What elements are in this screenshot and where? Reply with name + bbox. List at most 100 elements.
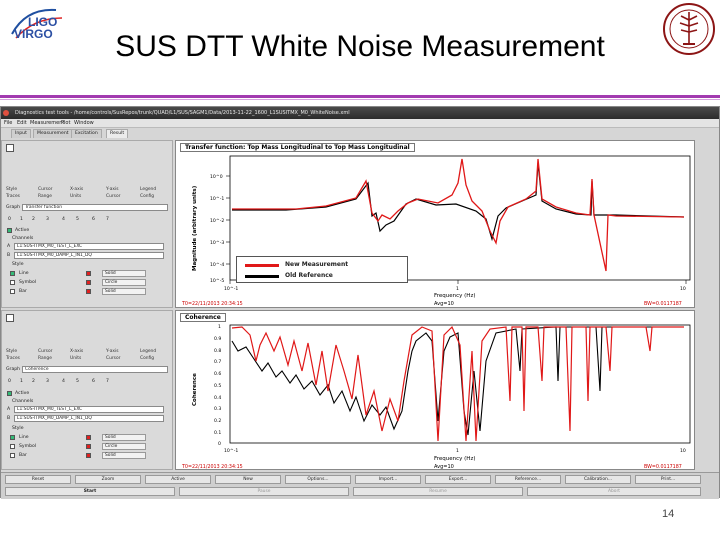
pause-button[interactable]: Pause [179, 487, 349, 496]
active-checkbox[interactable] [7, 228, 12, 233]
trace-num-b-4[interactable]: 4 [62, 379, 65, 384]
coherence-plot[interactable]: Coherence 1 0.9 0.8 0.7 0.6 0.5 0.4 0.3 … [175, 310, 695, 470]
slide-title: SUS DTT White Noise Measurement [115, 30, 605, 63]
channel-a-select[interactable]: L1:SUS-ITMX_M0_TEST_L_EXC [14, 243, 164, 250]
line-color-swatch[interactable] [86, 271, 91, 276]
hdr-cursor[interactable]: Cursor [38, 187, 53, 192]
trace-num-b-0[interactable]: 0 [8, 379, 11, 384]
trace-num-6[interactable]: 6 [92, 217, 95, 222]
menu-edit[interactable]: Edit [17, 120, 27, 126]
trace-num-3[interactable]: 3 [46, 217, 49, 222]
bot-ytick-5: 0.5 [214, 383, 221, 389]
menu-window[interactable]: Window [74, 120, 94, 126]
hdr-xaxis[interactable]: X-axis [70, 187, 84, 192]
tab-result[interactable]: Result [106, 129, 129, 138]
panel-top-toggle[interactable] [6, 144, 14, 152]
channel-b-select-b[interactable]: L1:SUS-ITMX_M0_DAMP_L_IN1_DQ [14, 415, 164, 422]
channel-b-select[interactable]: L1:SUS-ITMX_M0_DAMP_L_IN1_DQ [14, 252, 164, 259]
bot-xtick-0: 10^-1 [224, 448, 238, 454]
trace-num-5[interactable]: 5 [76, 217, 79, 222]
hdr-legend-b[interactable]: Legend [140, 349, 157, 354]
line-checkbox-b[interactable] [10, 435, 15, 440]
symbol-color-swatch[interactable] [86, 280, 91, 285]
abort-button[interactable]: Abort [527, 487, 701, 496]
bar-style-select-b[interactable]: Solid [102, 452, 146, 459]
line-color-swatch-b[interactable] [86, 435, 91, 440]
hdr-style[interactable]: Style [6, 187, 18, 192]
legend-new-swatch [245, 264, 279, 267]
bar-style-select[interactable]: Solid [102, 288, 146, 295]
hdr-cursor2[interactable]: Cursor [106, 194, 121, 199]
bot-xtick-2: 10 [680, 448, 686, 454]
top-ytick-0: 10^0 [210, 174, 223, 180]
trace-num-b-3[interactable]: 3 [46, 379, 49, 384]
options-panel-bottom: Style Cursor X-axis Y-axis Legend Traces… [1, 310, 173, 470]
export-button[interactable]: Export... [425, 475, 491, 484]
symbol-style-select[interactable]: Circle [102, 279, 146, 286]
print-button[interactable]: Print... [635, 475, 701, 484]
active-button[interactable]: Active [145, 475, 211, 484]
hdr-config-b[interactable]: Config [140, 356, 155, 361]
bar-checkbox[interactable] [10, 289, 15, 294]
symbol-checkbox[interactable] [10, 280, 15, 285]
trace-num-b-7[interactable]: 7 [106, 379, 109, 384]
menu-measurement[interactable]: Measurement [30, 120, 65, 126]
panel-bottom-toggle[interactable] [6, 314, 14, 322]
tab-excitation[interactable]: Excitation [71, 129, 102, 138]
symbol-style-select-b[interactable]: Circle [102, 443, 146, 450]
menu-file[interactable]: File [4, 120, 13, 126]
line-style-select-b[interactable]: Solid [102, 434, 146, 441]
hdr-legend[interactable]: Legend [140, 187, 157, 192]
tab-input[interactable]: Input [11, 129, 31, 138]
trace-num-1[interactable]: 1 [20, 217, 23, 222]
reset-button[interactable]: Reset [5, 475, 71, 484]
style-symbol: Symbol [19, 280, 37, 285]
bar-color-swatch-b[interactable] [86, 453, 91, 458]
reference-button[interactable]: Reference... [495, 475, 561, 484]
graph-type-select[interactable]: Transfer function [22, 204, 168, 211]
hdr-units-b[interactable]: Units [70, 356, 82, 361]
hdr-traces-b[interactable]: Traces [6, 356, 20, 361]
new-button[interactable]: New [215, 475, 281, 484]
graph-type-select-b[interactable]: Coherence [22, 366, 168, 373]
close-window-icon[interactable] [3, 110, 9, 116]
hdr-units[interactable]: Units [70, 194, 82, 199]
line-style-select[interactable]: Solid [102, 270, 146, 277]
trace-num-b-1[interactable]: 1 [20, 379, 23, 384]
symbol-color-swatch-b[interactable] [86, 444, 91, 449]
start-button[interactable]: Start [5, 487, 175, 496]
hdr-traces[interactable]: Traces [6, 194, 20, 199]
tab-measurement[interactable]: Measurement [33, 129, 73, 138]
trace-num-0[interactable]: 0 [8, 217, 11, 222]
trace-num-b-6[interactable]: 6 [92, 379, 95, 384]
trace-num-b-5[interactable]: 5 [76, 379, 79, 384]
bot-ytick-10: 0 [218, 441, 221, 447]
bar-color-swatch[interactable] [86, 289, 91, 294]
zoom-button[interactable]: Zoom [75, 475, 141, 484]
line-checkbox[interactable] [10, 271, 15, 276]
symbol-checkbox-b[interactable] [10, 444, 15, 449]
bar-checkbox-b[interactable] [10, 453, 15, 458]
trace-num-2[interactable]: 2 [32, 217, 35, 222]
calibration-button[interactable]: Calibration... [565, 475, 631, 484]
hdr-range[interactable]: Range [38, 194, 52, 199]
transfer-function-plot[interactable]: Transfer function: Top Mass Longitudinal… [175, 140, 695, 308]
hdr-style-b[interactable]: Style [6, 349, 18, 354]
resume-button[interactable]: Resume [353, 487, 523, 496]
trace-num-4[interactable]: 4 [62, 217, 65, 222]
menu-plot[interactable]: Plot [61, 120, 71, 126]
import-button[interactable]: Import... [355, 475, 421, 484]
hdr-cursor2-b[interactable]: Cursor [106, 356, 121, 361]
hdr-cursor-b[interactable]: Cursor [38, 349, 53, 354]
hdr-yaxis-b[interactable]: Y-axis [106, 349, 119, 354]
active-checkbox-b[interactable] [7, 391, 12, 396]
trace-num-7[interactable]: 7 [106, 217, 109, 222]
options-button[interactable]: Options... [285, 475, 351, 484]
hdr-yaxis[interactable]: Y-axis [106, 187, 119, 192]
trace-num-b-2[interactable]: 2 [32, 379, 35, 384]
plot-bottom-avg: Avg=10 [434, 464, 454, 470]
hdr-xaxis-b[interactable]: X-axis [70, 349, 84, 354]
channel-a-select-b[interactable]: L1:SUS-ITMX_M0_TEST_L_EXC [14, 406, 164, 413]
hdr-config[interactable]: Config [140, 194, 155, 199]
hdr-range-b[interactable]: Range [38, 356, 52, 361]
